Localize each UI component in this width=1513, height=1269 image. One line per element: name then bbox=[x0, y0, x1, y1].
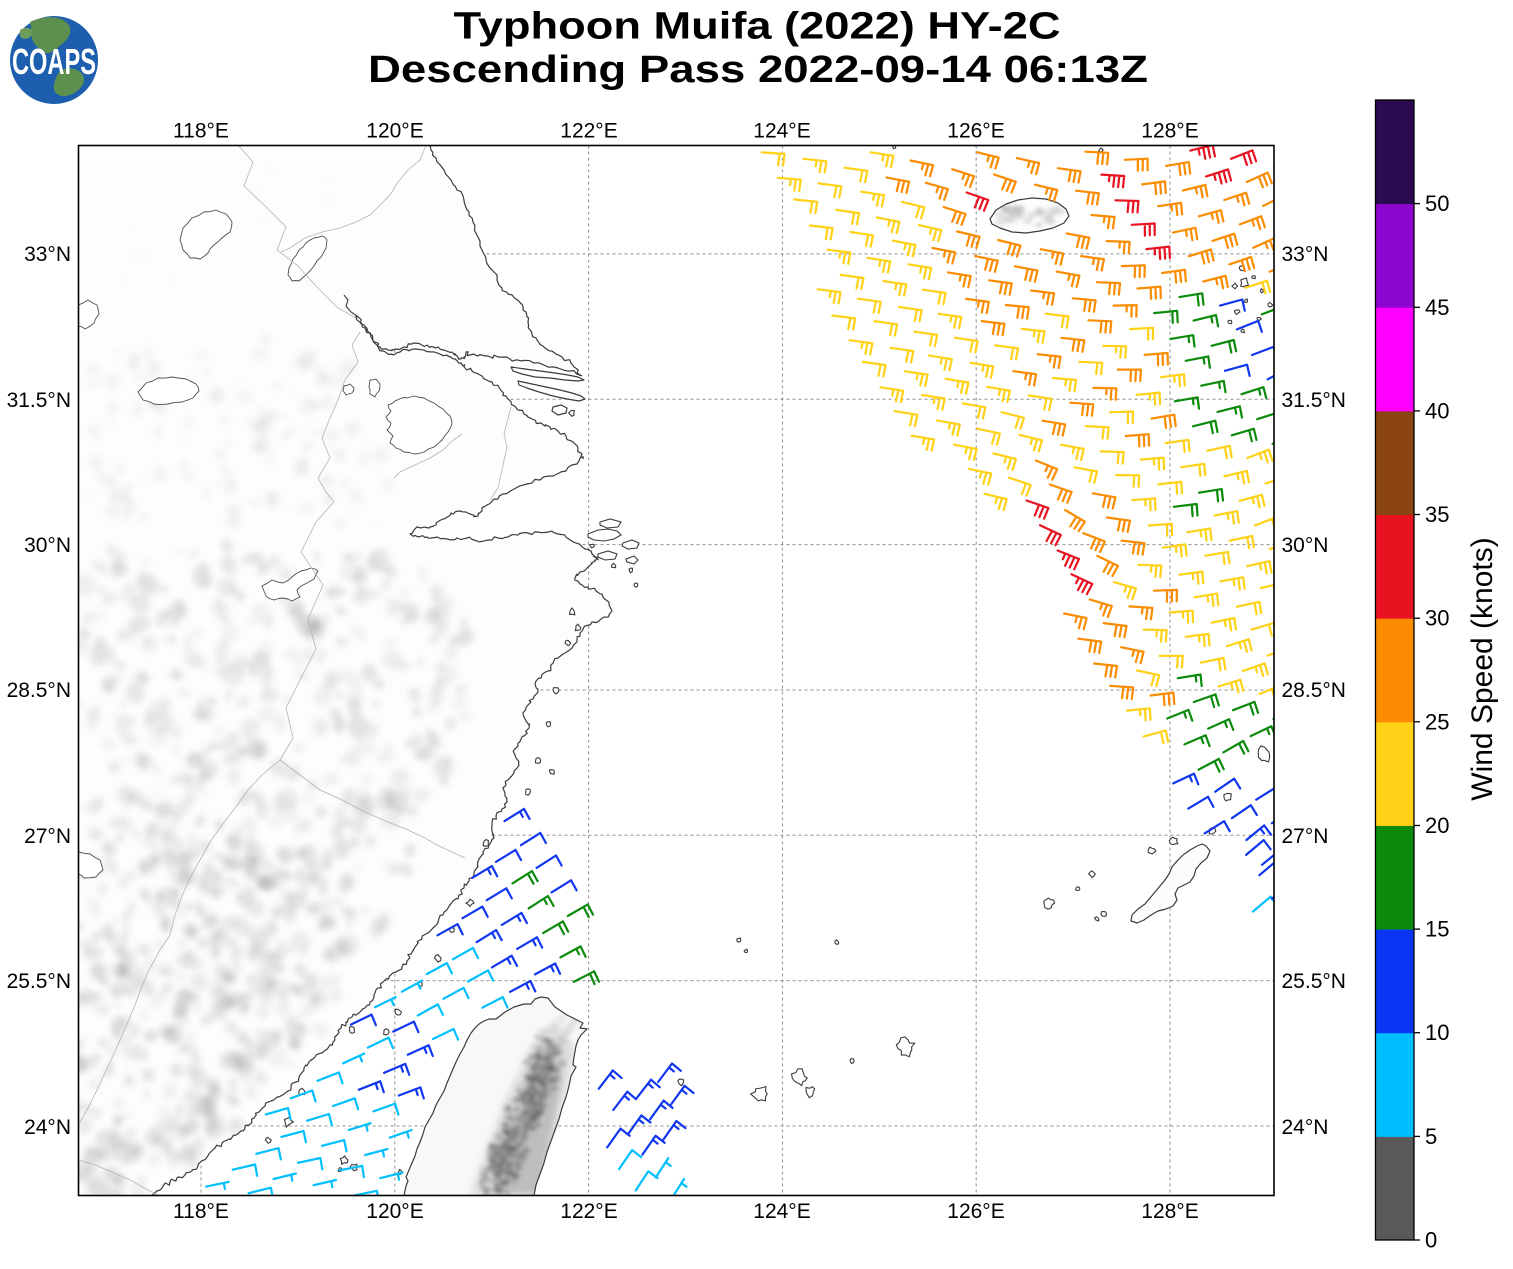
svg-text:118°E: 118°E bbox=[173, 120, 229, 143]
svg-text:118°E: 118°E bbox=[173, 1200, 229, 1223]
svg-text:33°N: 33°N bbox=[24, 243, 71, 266]
svg-text:24°N: 24°N bbox=[1282, 1116, 1329, 1139]
svg-text:31.5°N: 31.5°N bbox=[7, 389, 71, 412]
svg-text:25: 25 bbox=[1425, 709, 1449, 734]
svg-text:31.5°N: 31.5°N bbox=[1282, 389, 1346, 412]
svg-text:122°E: 122°E bbox=[560, 1200, 617, 1223]
svg-text:122°E: 122°E bbox=[560, 120, 617, 143]
svg-text:0: 0 bbox=[1425, 1228, 1437, 1253]
svg-text:126°E: 126°E bbox=[947, 1200, 1004, 1223]
svg-text:35: 35 bbox=[1425, 502, 1449, 527]
svg-text:Wind Speed (knots): Wind Speed (knots) bbox=[1466, 537, 1499, 800]
svg-text:10: 10 bbox=[1425, 1020, 1449, 1045]
svg-text:27°N: 27°N bbox=[24, 825, 71, 848]
svg-text:128°E: 128°E bbox=[1141, 120, 1198, 143]
svg-text:124°E: 124°E bbox=[753, 120, 810, 143]
svg-text:25.5°N: 25.5°N bbox=[7, 970, 71, 993]
svg-text:30°N: 30°N bbox=[1282, 534, 1329, 557]
svg-text:24°N: 24°N bbox=[24, 1116, 71, 1139]
svg-text:120°E: 120°E bbox=[366, 1200, 423, 1223]
svg-text:30°N: 30°N bbox=[24, 534, 71, 557]
svg-text:33°N: 33°N bbox=[1282, 243, 1329, 266]
svg-text:40: 40 bbox=[1425, 398, 1449, 423]
svg-text:Typhoon Muifa (2022) HY-2C: Typhoon Muifa (2022) HY-2C bbox=[454, 6, 1061, 48]
svg-text:126°E: 126°E bbox=[947, 120, 1004, 143]
svg-text:50: 50 bbox=[1425, 191, 1449, 216]
svg-text:15: 15 bbox=[1425, 917, 1449, 942]
svg-text:30: 30 bbox=[1425, 606, 1449, 631]
svg-text:124°E: 124°E bbox=[753, 1200, 810, 1223]
svg-text:128°E: 128°E bbox=[1141, 1200, 1198, 1223]
svg-text:28.5°N: 28.5°N bbox=[1282, 679, 1346, 702]
svg-text:25.5°N: 25.5°N bbox=[1282, 970, 1346, 993]
svg-text:COAPS: COAPS bbox=[12, 41, 96, 82]
svg-text:Descending Pass 2022-09-14 06:: Descending Pass 2022-09-14 06:13Z bbox=[368, 49, 1148, 91]
svg-text:5: 5 bbox=[1425, 1124, 1437, 1149]
svg-text:20: 20 bbox=[1425, 813, 1449, 838]
svg-text:120°E: 120°E bbox=[366, 120, 423, 143]
svg-text:28.5°N: 28.5°N bbox=[7, 679, 71, 702]
svg-text:27°N: 27°N bbox=[1282, 825, 1329, 848]
svg-text:45: 45 bbox=[1425, 295, 1449, 320]
